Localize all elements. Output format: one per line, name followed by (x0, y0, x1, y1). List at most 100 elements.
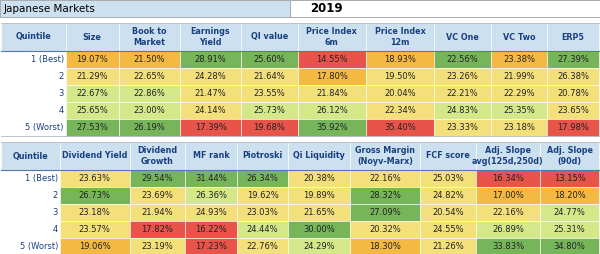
Text: 20.78%: 20.78% (557, 89, 589, 98)
Text: Japanese Markets: Japanese Markets (4, 4, 96, 13)
Text: 18.30%: 18.30% (369, 242, 401, 251)
Bar (350, 204, 420, 221)
Bar (366, 68, 434, 85)
Bar (241, 68, 298, 85)
Bar (350, 142, 420, 170)
Bar (185, 238, 237, 254)
Bar (434, 119, 491, 136)
Text: 1 (Best): 1 (Best) (31, 55, 64, 64)
Bar (241, 51, 298, 68)
Bar (185, 142, 237, 170)
Text: Quintile: Quintile (13, 151, 49, 161)
Bar (66, 51, 119, 68)
Bar (288, 238, 350, 254)
Bar (540, 142, 599, 170)
Bar (130, 187, 185, 204)
Bar (491, 23, 547, 51)
Bar (60, 142, 130, 170)
Bar (540, 187, 599, 204)
Text: 25.65%: 25.65% (76, 106, 108, 115)
Bar (491, 51, 547, 68)
Text: 5 (Worst): 5 (Worst) (25, 123, 64, 132)
Text: 17.98%: 17.98% (557, 123, 589, 132)
Bar (185, 221, 237, 238)
Text: 25.73%: 25.73% (253, 106, 286, 115)
Bar (180, 85, 241, 102)
Bar (60, 221, 130, 238)
Bar (237, 221, 288, 238)
Text: 26.89%: 26.89% (492, 225, 524, 234)
Bar (1, 85, 66, 102)
Text: 26.19%: 26.19% (133, 123, 165, 132)
Text: Adj. Slope
avg(125d,250d): Adj. Slope avg(125d,250d) (472, 146, 544, 166)
Text: 22.21%: 22.21% (446, 89, 478, 98)
Bar (130, 204, 185, 221)
Text: 35.40%: 35.40% (384, 123, 416, 132)
Bar (491, 85, 547, 102)
Text: 4: 4 (53, 225, 58, 234)
Bar (241, 102, 298, 119)
Text: VC One: VC One (446, 33, 479, 41)
Text: 25.31%: 25.31% (554, 225, 586, 234)
Text: 19.62%: 19.62% (247, 191, 278, 200)
Text: 17.00%: 17.00% (492, 191, 524, 200)
Bar (350, 238, 420, 254)
Text: 21.50%: 21.50% (134, 55, 165, 64)
Bar (476, 204, 540, 221)
Text: 22.16%: 22.16% (492, 208, 524, 217)
Text: 14.55%: 14.55% (316, 55, 347, 64)
Bar (66, 23, 119, 51)
Text: 23.26%: 23.26% (446, 72, 478, 81)
Text: 24.44%: 24.44% (247, 225, 278, 234)
Text: 25.60%: 25.60% (254, 55, 285, 64)
Text: 23.69%: 23.69% (142, 191, 173, 200)
Text: 3: 3 (53, 208, 58, 217)
Bar (350, 221, 420, 238)
Text: 26.38%: 26.38% (557, 72, 589, 81)
Bar (366, 23, 434, 51)
Bar (180, 119, 241, 136)
Text: 26.12%: 26.12% (316, 106, 347, 115)
Bar (66, 68, 119, 85)
Bar (547, 85, 599, 102)
Bar (547, 51, 599, 68)
Bar (60, 170, 130, 187)
Text: 13.15%: 13.15% (554, 174, 586, 183)
Bar (298, 119, 366, 136)
Bar (350, 170, 420, 187)
Bar (237, 187, 288, 204)
Bar (476, 170, 540, 187)
Text: 17.82%: 17.82% (142, 225, 173, 234)
Text: 21.99%: 21.99% (503, 72, 535, 81)
Text: 35.92%: 35.92% (316, 123, 347, 132)
Text: Price Index
6m: Price Index 6m (307, 27, 357, 47)
Bar (130, 142, 185, 170)
Bar (60, 187, 130, 204)
Bar (540, 238, 599, 254)
Text: FCF score: FCF score (426, 151, 470, 161)
Text: 23.18%: 23.18% (503, 123, 535, 132)
Bar (288, 187, 350, 204)
Bar (241, 23, 298, 51)
Bar (420, 221, 476, 238)
Bar (130, 238, 185, 254)
Bar (180, 102, 241, 119)
Text: 23.00%: 23.00% (133, 106, 165, 115)
Bar (476, 142, 540, 170)
Bar (1, 170, 60, 187)
Bar (1, 204, 60, 221)
Text: 20.54%: 20.54% (432, 208, 464, 217)
Text: 21.26%: 21.26% (432, 242, 464, 251)
Bar (1, 102, 66, 119)
Bar (476, 238, 540, 254)
Text: Dividend
Growth: Dividend Growth (137, 146, 178, 166)
Text: ERP5: ERP5 (562, 33, 584, 41)
Text: 23.65%: 23.65% (557, 106, 589, 115)
Bar (366, 102, 434, 119)
Text: 22.56%: 22.56% (446, 55, 478, 64)
Text: 2019: 2019 (310, 2, 343, 15)
Text: 23.03%: 23.03% (247, 208, 278, 217)
Text: 26.73%: 26.73% (79, 191, 111, 200)
Bar (420, 142, 476, 170)
Text: 22.65%: 22.65% (133, 72, 165, 81)
